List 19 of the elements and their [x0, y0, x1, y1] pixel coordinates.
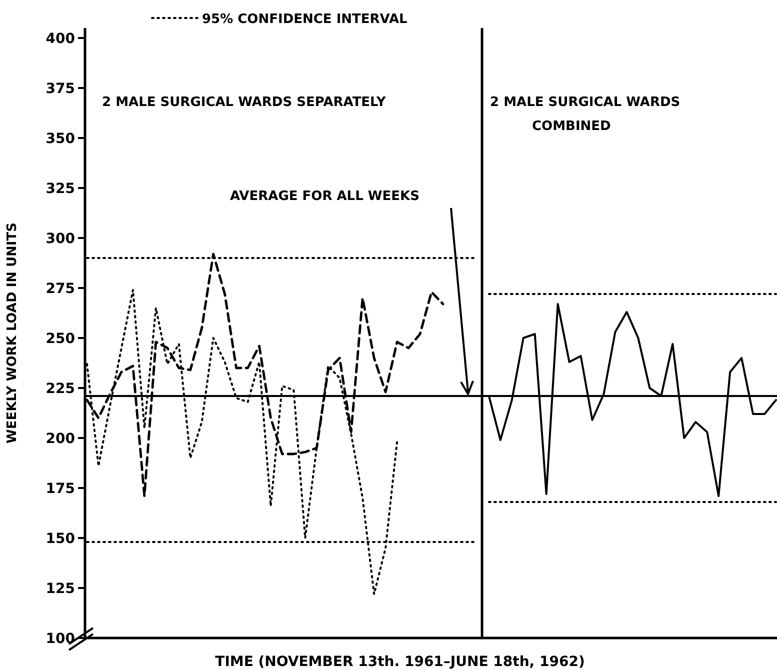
y-tick-label: 175	[46, 480, 75, 497]
y-tick-label: 400	[46, 30, 76, 47]
y-tick-label: 350	[46, 130, 76, 147]
legend-label: 95% CONFIDENCE INTERVAL	[202, 12, 408, 27]
y-tick-label: 225	[46, 380, 75, 397]
y-tick-label: 250	[46, 330, 76, 347]
annotation: 2 MALE SURGICAL WARDS COMBINED	[490, 95, 680, 134]
y-axis-title: WEEKLY WORK LOAD IN UNITS	[5, 222, 20, 444]
annotation: 2 MALE SURGICAL WARDS SEPARATELY	[102, 95, 386, 110]
y-tick-label: 200	[46, 430, 76, 447]
y-tick-label: 375	[46, 80, 75, 97]
annotation: AVERAGE FOR ALL WEEKS	[230, 189, 420, 204]
y-tick-label: 150	[46, 530, 76, 547]
x-axis-title: TIME (NOVEMBER 13th. 1961–JUNE 18th, 1962)	[215, 654, 585, 670]
y-tick-label: 100	[46, 630, 76, 647]
y-tick-label: 275	[46, 280, 75, 297]
y-tick-label: 125	[46, 580, 75, 597]
y-tick-label: 325	[46, 180, 75, 197]
y-tick-label: 300	[46, 230, 76, 247]
